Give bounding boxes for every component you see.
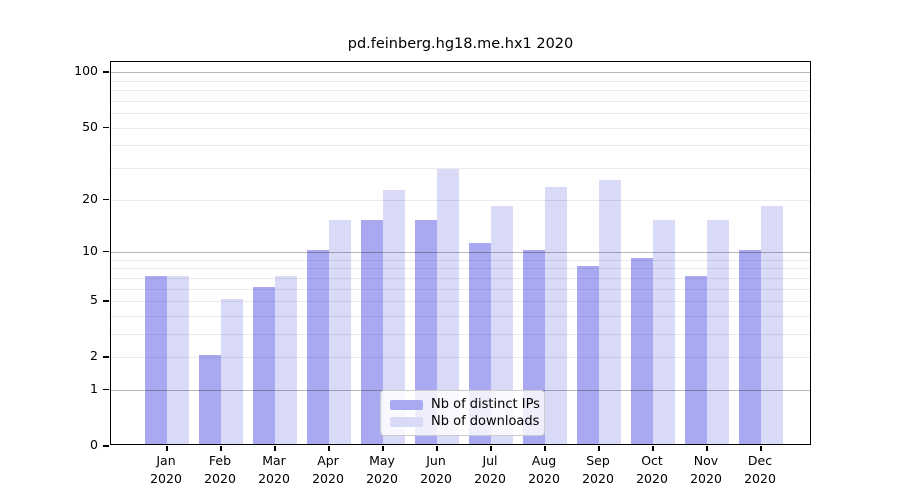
minor-gridline-70 [111, 100, 810, 102]
minor-gridline-40 [111, 145, 810, 147]
x-tick-label-sep: Sep 2020 [582, 453, 614, 486]
legend-swatch-downloads [390, 416, 423, 427]
minor-gridline-30 [111, 168, 810, 169]
x-tick-mark-nov [706, 446, 708, 451]
y-tick-mark-5 [103, 300, 109, 302]
x-tick-label-jan: Jan 2020 [150, 453, 182, 486]
legend-swatch-distinct-ips [390, 399, 423, 410]
y-tick-mark-1 [103, 388, 109, 391]
bar-distinct-ips-may [361, 219, 383, 444]
bar-distinct-ips-feb [199, 355, 221, 444]
x-tick-mark-dec [760, 446, 762, 451]
x-tick-label-feb: Feb 2020 [204, 453, 236, 486]
minor-gridline-5 [111, 301, 810, 302]
bar-downloads-jan [167, 275, 189, 444]
legend-label-distinct-ips: Nb of distinct IPs [431, 397, 540, 412]
x-tick-label-mar: Mar 2020 [258, 453, 290, 486]
bar-downloads-dec [761, 205, 783, 444]
x-tick-mark-mar [274, 446, 276, 451]
x-tick-mark-may [382, 446, 384, 451]
y-tick-label-0: 0 [90, 437, 98, 452]
y-tick-label-50: 50 [82, 118, 98, 134]
y-tick-mark-50 [103, 126, 109, 129]
minor-gridline-20 [111, 199, 810, 201]
legend: Nb of distinct IPs Nb of downloads [380, 390, 545, 436]
minor-gridline-3 [111, 333, 810, 335]
major-gridline-100 [111, 72, 810, 74]
bar-distinct-ips-jan [145, 275, 167, 444]
y-tick-mark-2 [103, 356, 109, 358]
x-tick-mark-jun [436, 446, 438, 451]
x-tick-label-dec: Dec 2020 [744, 453, 776, 486]
minor-gridline-8 [111, 268, 810, 270]
plot-area [110, 61, 811, 445]
minor-gridline-6 [111, 288, 810, 290]
bar-downloads-aug [545, 186, 567, 444]
bar-downloads-mar [275, 275, 297, 444]
x-tick-mark-oct [652, 446, 654, 451]
bar-distinct-ips-jun [415, 219, 437, 444]
y-tick-label-5: 5 [90, 292, 98, 307]
x-tick-label-aug: Aug 2020 [528, 453, 560, 486]
bar-downloads-nov [707, 219, 729, 444]
y-tick-mark-20 [103, 198, 109, 200]
x-tick-label-nov: Nov 2020 [690, 453, 722, 486]
minor-gridline-7 [111, 277, 810, 279]
x-tick-label-jul: Jul 2020 [474, 453, 506, 486]
legend-row-distinct-ips: Nb of distinct IPs [390, 397, 540, 412]
legend-label-downloads: Nb of downloads [431, 414, 540, 429]
bar-downloads-may [383, 190, 405, 444]
chart-title: pd.feinberg.hg18.me.hx1 2020 [347, 36, 574, 52]
bar-distinct-ips-dec [739, 249, 761, 444]
x-tick-mark-jan [166, 446, 168, 451]
x-tick-mark-jul [490, 446, 492, 451]
x-tick-mark-sep [598, 446, 600, 451]
x-tick-mark-apr [328, 446, 330, 451]
bar-downloads-oct [653, 219, 675, 444]
minor-gridline-9 [111, 259, 810, 261]
minor-gridline-90 [111, 80, 810, 82]
y-tick-mark-0 [103, 445, 109, 447]
y-tick-label-1: 1 [90, 380, 98, 396]
minor-gridline-80 [111, 90, 810, 92]
bar-distinct-ips-sep [577, 266, 599, 444]
y-axis-labels: 100 50 20 10 5 2 1 0 [0, 61, 98, 452]
bar-downloads-apr [329, 219, 351, 444]
major-gridline-10 [111, 251, 810, 253]
legend-row-downloads: Nb of downloads [390, 414, 540, 429]
y-tick-mark-100 [103, 71, 109, 73]
y-tick-label-2: 2 [90, 348, 98, 364]
x-tick-label-oct: Oct 2020 [636, 453, 668, 486]
x-tick-label-apr: Apr 2020 [312, 453, 344, 486]
x-tick-label-jun: Jun 2020 [420, 453, 452, 486]
bar-distinct-ips-mar [253, 286, 275, 444]
x-tick-label-may: May 2020 [366, 453, 398, 486]
bar-downloads-feb [221, 299, 243, 444]
y-tick-mark-10 [103, 250, 109, 253]
y-tick-label-10: 10 [82, 242, 98, 258]
bar-downloads-jun [437, 168, 459, 444]
y-tick-label-100: 100 [74, 63, 98, 79]
minor-gridline-2 [111, 357, 810, 359]
minor-gridline-50 [111, 127, 810, 129]
bar-distinct-ips-oct [631, 257, 653, 444]
bar-distinct-ips-apr [307, 249, 329, 444]
minor-gridline-4 [111, 315, 810, 317]
bar-downloads-sep [599, 180, 621, 444]
x-tick-mark-feb [220, 446, 222, 451]
x-tick-mark-aug [544, 446, 546, 451]
bar-distinct-ips-nov [685, 275, 707, 444]
bar-downloads-jul [491, 205, 513, 444]
minor-gridline-60 [111, 113, 810, 115]
y-tick-label-20: 20 [82, 190, 98, 206]
